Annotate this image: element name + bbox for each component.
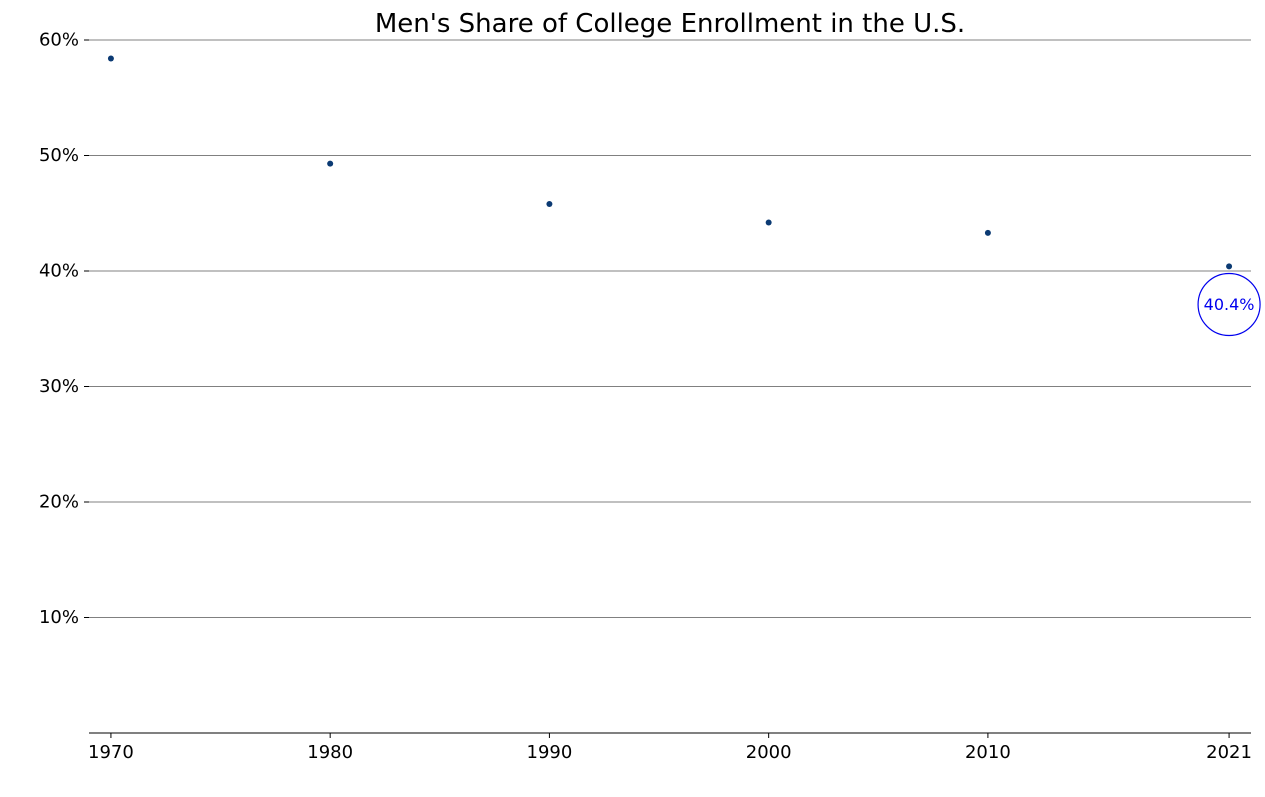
data-point	[1226, 263, 1233, 270]
data-points	[107, 55, 1233, 270]
annotation-label: 40.4%	[1204, 295, 1255, 314]
gridlines	[89, 39, 1251, 618]
x-axis-tick-labels: 1970 1980 1990 2000 2010 2021	[88, 733, 1252, 763]
y-tick-label: 60%	[39, 30, 79, 51]
x-tick-label: 1970	[88, 742, 134, 763]
data-point	[327, 160, 334, 167]
y-tick-label: 20%	[39, 492, 79, 513]
x-tick-label: 2000	[746, 742, 792, 763]
data-point	[107, 55, 114, 62]
data-point	[765, 219, 772, 226]
y-axis-tick-labels: 10% 20% 30% 40% 50% 60%	[39, 30, 89, 628]
y-tick-label: 10%	[39, 607, 79, 628]
y-tick-label: 50%	[39, 145, 79, 166]
annotation-circle	[1197, 272, 1261, 337]
x-tick-label: 2021	[1206, 742, 1252, 763]
chart-title: Men's Share of College Enrollment in the…	[375, 9, 965, 39]
y-tick-label: 40%	[39, 261, 79, 282]
y-tick-label: 30%	[39, 376, 79, 397]
data-point	[984, 229, 991, 236]
x-tick-label: 1990	[527, 742, 573, 763]
data-point	[546, 201, 553, 208]
x-tick-label: 2010	[965, 742, 1011, 763]
annotation: 40.4%	[1197, 272, 1261, 337]
x-tick-label: 1980	[307, 742, 353, 763]
